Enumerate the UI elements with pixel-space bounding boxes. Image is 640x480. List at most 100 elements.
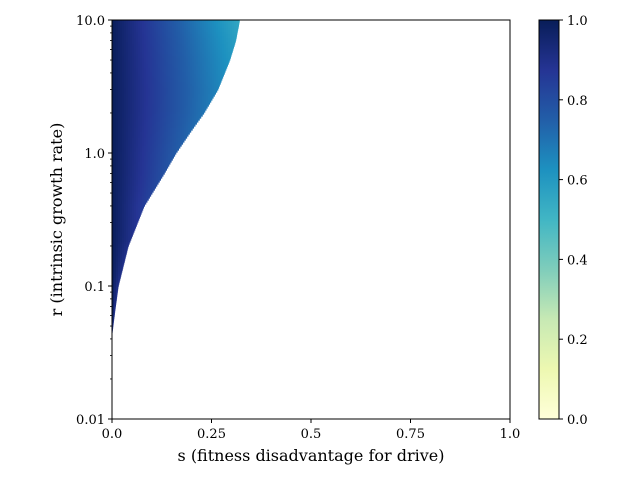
heatmap-cell [224, 54, 227, 57]
heatmap-cell [162, 100, 165, 103]
heatmap-cell [142, 146, 145, 149]
heatmap-cell [222, 32, 225, 35]
heatmap-cell [184, 112, 187, 115]
heatmap-cell [136, 76, 139, 79]
heatmap-cell [196, 26, 199, 29]
heatmap-cell [116, 90, 119, 93]
heatmap-cell [150, 188, 153, 191]
heatmap-cell [132, 70, 135, 73]
heatmap-cell [188, 126, 191, 129]
heatmap-cell [222, 24, 225, 27]
heatmap-cell [142, 172, 145, 175]
heatmap-cell [124, 216, 127, 219]
heatmap-cell [224, 52, 227, 55]
heatmap-cell [216, 26, 219, 29]
heatmap-cell [118, 240, 121, 243]
heatmap-cell [140, 200, 143, 203]
heatmap-cell [136, 66, 139, 69]
heatmap-cell [134, 40, 137, 43]
heatmap-cell [114, 156, 117, 159]
heatmap-cell [162, 136, 165, 139]
heatmap-cell [208, 46, 211, 49]
heatmap-cell [172, 148, 175, 151]
heatmap-cell [120, 198, 123, 201]
heatmap-cell [148, 182, 151, 185]
heatmap-cell [148, 134, 151, 137]
heatmap-cell [138, 106, 141, 109]
heatmap-cell [114, 310, 116, 313]
heatmap-cell [112, 98, 115, 101]
heatmap-cell [112, 28, 115, 31]
heatmap-cell [128, 168, 131, 171]
heatmap-cell [124, 24, 127, 27]
heatmap-cell [136, 128, 139, 131]
heatmap-cell [152, 116, 155, 119]
heatmap-cell [146, 100, 149, 103]
heatmap-cell [170, 104, 173, 107]
heatmap-cell [190, 106, 193, 109]
heatmap-cell [136, 62, 139, 65]
heatmap-cell [112, 112, 115, 115]
heatmap-cell [178, 52, 181, 55]
heatmap-cell [164, 42, 167, 45]
heatmap-cell [162, 68, 165, 71]
heatmap-cell [168, 56, 171, 59]
heatmap-cell [176, 60, 179, 63]
heatmap-cell [192, 104, 195, 107]
heatmap-cell [142, 38, 145, 41]
heatmap-cell [144, 44, 147, 47]
heatmap-cell [208, 70, 211, 73]
heatmap-cell [130, 44, 133, 47]
heatmap-cell [154, 86, 157, 89]
heatmap-cell [118, 118, 121, 121]
heatmap-cell [122, 66, 125, 69]
heatmap-cell [224, 48, 227, 51]
heatmap-cell [204, 108, 207, 111]
heatmap-cell [114, 126, 117, 129]
heatmap-cell [142, 152, 145, 155]
heatmap-cell [126, 214, 129, 217]
heatmap-cell [210, 68, 213, 71]
heatmap-cell [168, 26, 171, 29]
heatmap-cell [196, 86, 199, 89]
heatmap-cell [118, 208, 121, 211]
heatmap-cell [112, 80, 115, 83]
heatmap-cell [142, 86, 145, 89]
heatmap-cell [142, 20, 145, 23]
heatmap-cells [112, 20, 240, 333]
heatmap-cell [126, 224, 129, 227]
heatmap-cell [158, 46, 161, 49]
heatmap-cell [128, 136, 131, 139]
heatmap-cell [112, 266, 115, 269]
heatmap-cell [188, 110, 191, 113]
heatmap-cell [154, 82, 157, 85]
heatmap-cell [140, 188, 143, 191]
heatmap-cell [186, 124, 189, 127]
heatmap-cell [192, 78, 195, 81]
heatmap-cell [138, 48, 141, 51]
heatmap-cell [176, 74, 179, 77]
heatmap-cell [154, 84, 157, 87]
heatmap-cell [144, 176, 147, 179]
heatmap-cell [190, 24, 193, 27]
heatmap-cell [180, 92, 183, 95]
heatmap-cell [116, 44, 119, 47]
heatmap-cell [142, 66, 145, 69]
heatmap-cell [138, 38, 141, 41]
heatmap-cell [182, 88, 185, 91]
heatmap-cell [124, 32, 127, 35]
heatmap-cell [182, 30, 185, 33]
heatmap-cell [118, 172, 121, 175]
heatmap-cell [122, 246, 125, 249]
heatmap-cell [228, 38, 231, 41]
heatmap-cell [180, 56, 183, 59]
heatmap-cell [180, 96, 183, 99]
heatmap-cell [210, 92, 213, 95]
heatmap-cell [134, 220, 137, 223]
heatmap-cell [116, 74, 119, 77]
heatmap-cell [148, 142, 151, 145]
heatmap-cell [164, 158, 167, 161]
heatmap-cell [136, 186, 139, 189]
heatmap-cell [188, 72, 191, 75]
heatmap-cell [118, 186, 121, 189]
